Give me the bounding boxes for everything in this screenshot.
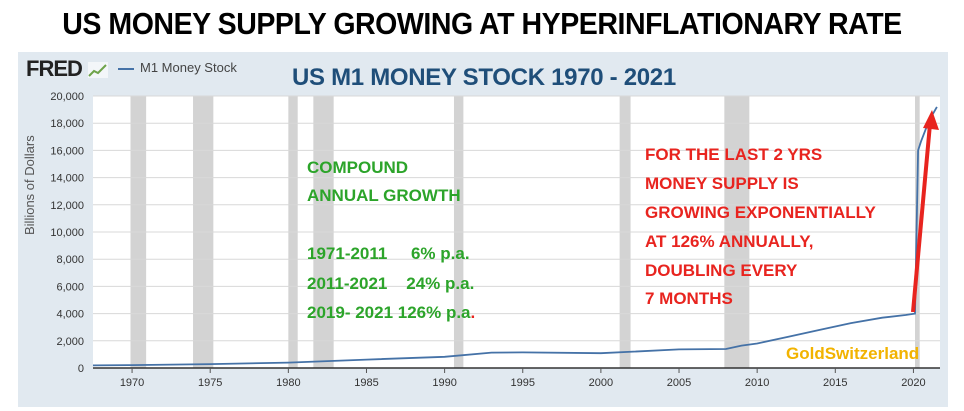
x-tick-label: 1970 [120,377,144,389]
y-tick-label: 2,000 [56,336,84,348]
red-note-2: MONEY SUPPLY IS [645,174,799,193]
y-tick-label: 14,000 [50,173,84,185]
x-tick-label: 2020 [901,377,925,389]
x-tick-label: 2015 [823,377,847,389]
x-tick-label: 2005 [667,377,691,389]
brand-watermark: GoldSwitzerland [786,344,920,363]
red-arrow-head [923,110,939,130]
x-tick-label: 1980 [276,377,300,389]
headline: US MONEY SUPPLY GROWING AT HYPERINFLATIO… [62,6,902,41]
legend-label: M1 Money Stock [140,60,237,75]
x-tick-label: 2010 [745,377,769,389]
legend-swatch [118,67,134,70]
x-tick-label: 1995 [511,377,535,389]
growth-row-3-dot: . [470,303,476,322]
red-arrow-shaft [911,123,932,313]
growth-heading-1: COMPOUND [307,158,409,177]
y-tick-label: 20,000 [50,91,84,103]
y-axis-label: Billions of Dollars [22,135,37,235]
fred-logo: FRED [26,56,83,81]
red-note-5: DOUBLING EVERY [645,261,798,280]
y-tick-label: 4,000 [56,309,84,321]
y-tick-label: 10,000 [50,227,84,239]
growth-heading-2: ANNUAL GROWTH [307,186,461,205]
y-tick-label: 8,000 [56,254,84,266]
red-note-3: GROWING EXPONENTIALLY [645,203,876,222]
legend: M1 Money Stock [118,60,237,75]
y-tick-label: 12,000 [50,200,84,212]
x-tick-label: 1990 [432,377,456,389]
y-tick-label: 18,000 [50,118,84,130]
fred-chart-icon [88,62,108,78]
chart-title: US M1 MONEY STOCK 1970 - 2021 [292,64,676,91]
growth-row-3-text: 2019- 2021 126% p.a [307,303,471,322]
x-tick-label: 1975 [198,377,222,389]
red-note-1: FOR THE LAST 2 YRS [645,145,823,164]
growth-row-2: 2011-2021 24% p.a. [307,274,475,293]
growth-row-1: 1971-2011 6% p.a. [307,244,470,263]
y-tick-label: 16,000 [50,145,84,157]
x-tick-label: 2000 [589,377,613,389]
y-tick-label: 0 [78,363,84,375]
y-tick-label: 6,000 [56,281,84,293]
x-tick-label: 1985 [354,377,378,389]
growth-row-3: 2019- 2021 126% p.a. [307,303,475,323]
red-note-6: 7 MONTHS [645,289,733,308]
red-note-4: AT 126% ANNUALLY, [645,232,814,251]
